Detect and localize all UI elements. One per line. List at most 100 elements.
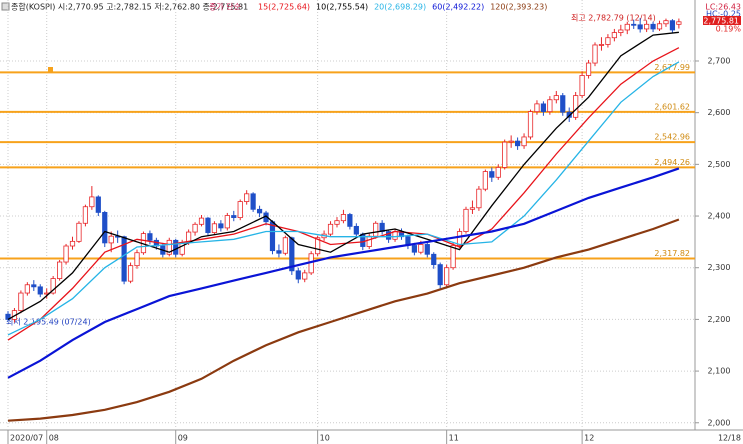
x-tick-label: 12 xyxy=(584,434,594,443)
x-tick-label: 09 xyxy=(178,434,188,443)
candle-body xyxy=(547,99,553,113)
candle-body xyxy=(108,235,114,244)
candle-body xyxy=(463,208,469,232)
candle-body xyxy=(566,111,572,118)
level-label: 2,494.26 xyxy=(654,158,690,167)
candle-body xyxy=(502,141,508,168)
ma-line xyxy=(7,167,680,379)
ma-line xyxy=(7,218,680,422)
candle-body xyxy=(637,24,643,30)
candle-body xyxy=(340,214,347,222)
candle-body xyxy=(282,237,288,254)
max-annotation: 최고 2,782.79 (12/14) xyxy=(571,13,656,23)
y-tick-label: 2,600 xyxy=(708,108,731,117)
candle-body xyxy=(218,223,224,229)
candle-body xyxy=(534,103,540,113)
y-tick-label: 2,000 xyxy=(708,418,731,427)
candle-body xyxy=(656,23,663,30)
candle-body xyxy=(418,244,424,253)
candle-body xyxy=(192,223,198,233)
candle-body xyxy=(495,167,501,178)
candle-body xyxy=(211,223,218,233)
y-tick-label: 2,700 xyxy=(708,56,731,65)
change-label: 0.19% xyxy=(716,25,742,34)
candle-body xyxy=(489,171,495,178)
legend-entry: 15(2,725.64) xyxy=(258,3,310,12)
candle-body xyxy=(598,44,605,46)
candle-body xyxy=(469,207,476,210)
candle-body xyxy=(205,217,211,233)
candle-body xyxy=(553,95,559,101)
candle-body xyxy=(166,239,172,255)
candle-body xyxy=(476,188,482,209)
candle-body xyxy=(224,215,230,229)
candle-body xyxy=(244,193,250,202)
candle-body xyxy=(663,20,669,25)
candle-body xyxy=(295,270,301,280)
candle-body xyxy=(147,233,153,241)
lc-label: LC:26.43 xyxy=(705,3,741,12)
candle-body xyxy=(521,136,527,147)
candle-body xyxy=(5,313,11,320)
candle-body xyxy=(644,23,650,30)
marker xyxy=(48,67,53,72)
hc-label: HC:-0.25 xyxy=(706,10,741,19)
candle-body xyxy=(508,140,514,143)
candle-body xyxy=(431,253,437,266)
y-tick-label: 2,200 xyxy=(708,315,731,324)
candle-body xyxy=(527,111,534,138)
legend-prefix: 종가 단순 xyxy=(209,2,241,12)
y-tick-label: 2,300 xyxy=(708,263,731,272)
candle-body xyxy=(573,95,579,118)
legend-entry: 120(2,393.23) xyxy=(490,3,547,12)
icon xyxy=(1,2,10,11)
level-label: 2,542.96 xyxy=(654,133,690,142)
candle-body xyxy=(121,236,127,282)
candle-body xyxy=(450,245,456,269)
legend-entry: 60(2,492.22) xyxy=(432,3,484,12)
candle-body xyxy=(327,223,334,235)
candle-body xyxy=(437,264,443,286)
candle-body xyxy=(611,32,617,39)
candle-body xyxy=(18,292,24,312)
candle-body xyxy=(373,222,379,237)
x-end-label: 12/18 xyxy=(718,434,741,443)
ma-line xyxy=(7,31,679,320)
candle-body xyxy=(360,233,366,247)
min-annotation: 최저 2,195.49 (07/24) xyxy=(6,317,91,327)
candle-body xyxy=(31,284,37,288)
chart-title: 종합(KOSPI) 시:2,770.95 고:2,782.15 저:2,762.… xyxy=(11,3,248,12)
x-tick-label: 10 xyxy=(320,434,330,443)
candle-body xyxy=(334,220,340,225)
level-label: 2,601.62 xyxy=(654,102,690,111)
candle-body xyxy=(173,239,179,255)
candle-body xyxy=(127,265,134,282)
level-label: 2,677.99 xyxy=(654,63,690,72)
y-tick-label: 2,100 xyxy=(708,367,731,376)
ma-line xyxy=(7,61,680,336)
candle-body xyxy=(605,37,611,45)
candle-body xyxy=(256,208,263,214)
candle-body xyxy=(95,196,101,213)
candle-body xyxy=(482,171,488,190)
candle-body xyxy=(444,267,450,286)
candle-body xyxy=(515,140,521,147)
candle-body xyxy=(250,193,256,210)
candle-body xyxy=(592,44,598,64)
x-tick-label: 2020/07 xyxy=(10,434,43,443)
candle-body xyxy=(669,20,676,31)
candle-body xyxy=(585,62,592,76)
y-tick-label: 2,500 xyxy=(708,160,731,169)
candle-body xyxy=(50,278,56,294)
candle-body xyxy=(89,196,95,208)
candle-body xyxy=(560,95,566,113)
candle-body xyxy=(37,286,43,295)
candle-body xyxy=(631,23,637,26)
candle-body xyxy=(231,215,237,218)
price-box xyxy=(703,16,741,25)
candle-body xyxy=(237,201,243,218)
candle-body xyxy=(618,29,624,33)
candle-body xyxy=(69,240,76,247)
